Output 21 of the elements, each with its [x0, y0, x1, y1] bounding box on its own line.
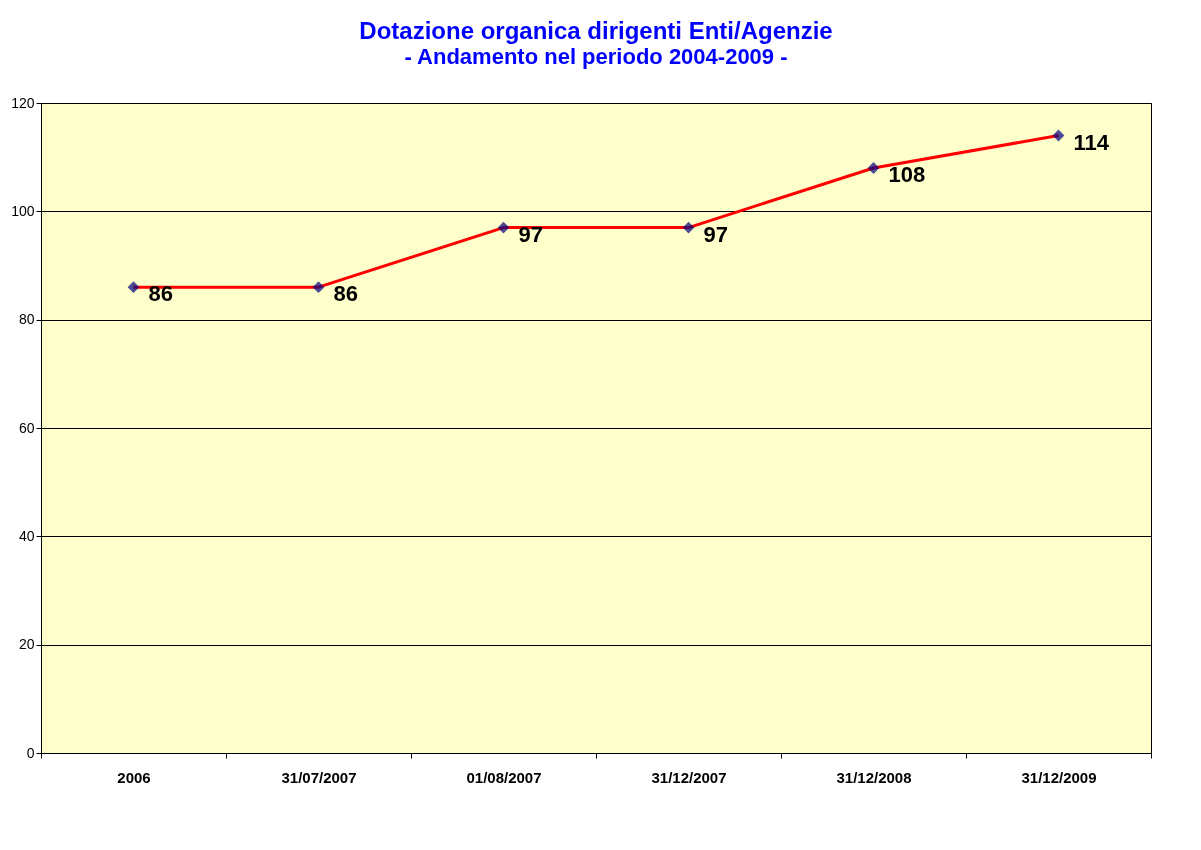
chart-title: Dotazione organica dirigenti Enti/Agenzie — [359, 17, 833, 44]
x-tick-label: 31/07/2007 — [281, 768, 357, 786]
y-tick-label: 20 — [18, 636, 35, 653]
data-label: 97 — [703, 221, 728, 247]
y-tick-label: 40 — [18, 527, 35, 544]
x-tick-label: 31/12/2008 — [836, 768, 912, 786]
data-label: 108 — [888, 162, 926, 187]
y-tick-label: 80 — [18, 311, 35, 328]
y-tick-label: 100 — [11, 202, 35, 219]
data-label: 86 — [333, 281, 358, 307]
data-label: 114 — [1073, 129, 1110, 155]
x-tick-label: 01/08/2007 — [466, 768, 542, 786]
data-label: 97 — [518, 221, 543, 247]
x-tick-label: 31/12/2009 — [1021, 768, 1097, 786]
y-tick-label: 120 — [11, 94, 35, 111]
y-tick-label: 60 — [18, 419, 35, 436]
x-tick-label: 2006 — [117, 768, 151, 786]
data-label: 86 — [148, 281, 173, 307]
y-tick-label: 0 — [26, 744, 35, 761]
chart-subtitle: - Andamento nel periodo 2004-2009 - — [404, 44, 788, 69]
x-tick-label: 31/12/2007 — [651, 768, 727, 786]
